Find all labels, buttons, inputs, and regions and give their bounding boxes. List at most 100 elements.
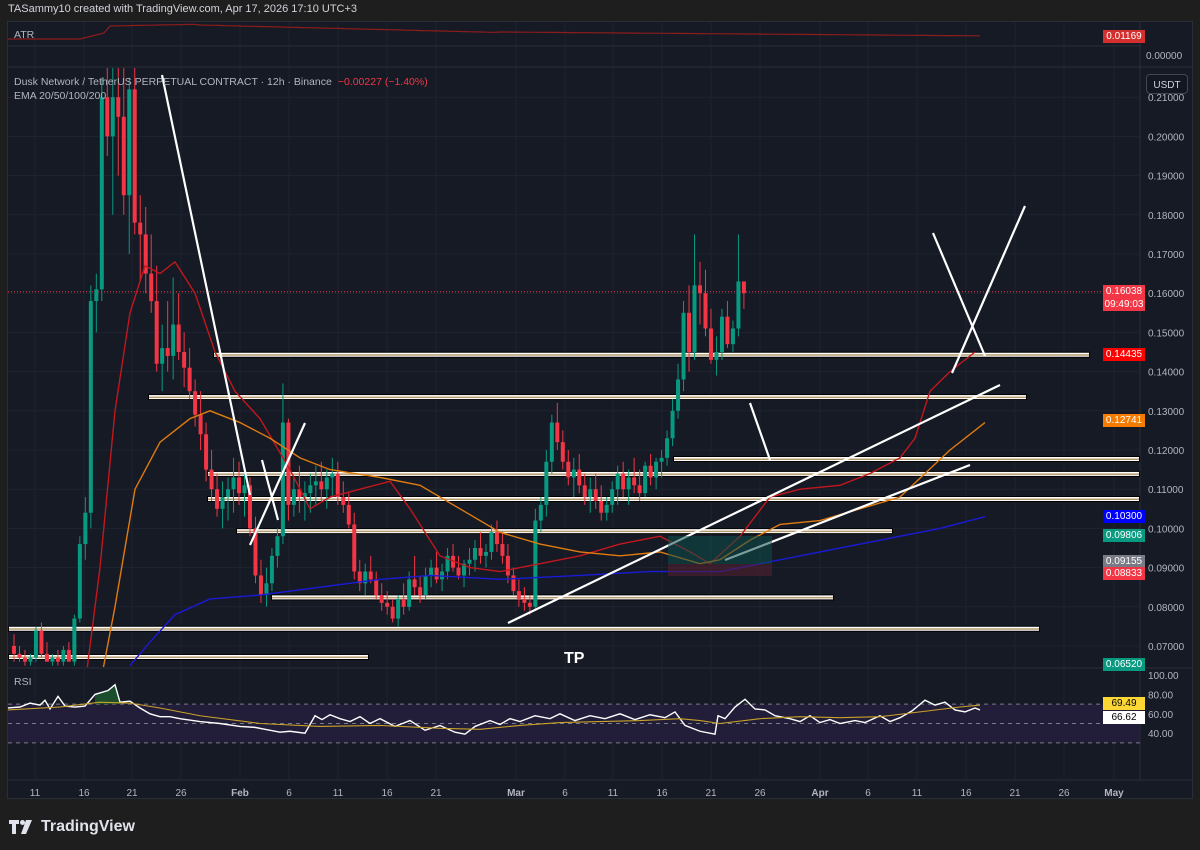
- rsi-overbought-fill: [95, 684, 122, 705]
- time-tick: 26: [1058, 788, 1070, 799]
- trendline[interactable]: [931, 232, 987, 357]
- time-tick: 26: [754, 788, 766, 799]
- time-tick: 11: [333, 788, 344, 799]
- price-tick: 0.07000: [1148, 642, 1185, 653]
- price-tick: 0.15000: [1148, 328, 1185, 339]
- candle: [171, 324, 176, 356]
- price-tick: 0.14000: [1148, 368, 1185, 379]
- candle: [533, 520, 538, 607]
- candle: [22, 657, 27, 662]
- time-tick: 16: [656, 788, 668, 799]
- candle: [456, 567, 461, 576]
- candle: [286, 422, 291, 505]
- candle: [105, 97, 110, 137]
- candle: [648, 465, 653, 478]
- candle: [692, 285, 697, 352]
- symbol-legend[interactable]: Dusk Network / TetherUS PERPETUAL CONTRA…: [14, 76, 428, 88]
- candle: [264, 583, 269, 596]
- time-tick: 6: [865, 788, 871, 799]
- trendline[interactable]: [248, 422, 307, 546]
- candle: [198, 414, 203, 435]
- candle: [116, 97, 121, 117]
- candle: [418, 587, 423, 596]
- candle: [220, 497, 225, 509]
- candle: [434, 567, 439, 580]
- candle: [242, 485, 247, 494]
- time-tick: Feb: [231, 788, 249, 799]
- price-tag: 0.09155: [1103, 554, 1145, 568]
- candle: [615, 473, 620, 490]
- candle: [412, 579, 417, 588]
- candle: [127, 89, 132, 196]
- candle: [12, 646, 16, 654]
- candle: [275, 536, 280, 556]
- price-change: −0.00227 (−1.40%): [337, 76, 428, 88]
- candle: [725, 316, 730, 345]
- candle: [599, 500, 604, 513]
- candle: [401, 598, 406, 607]
- candle: [280, 422, 285, 537]
- candle: [582, 485, 587, 498]
- candle: [511, 575, 516, 592]
- candle: [451, 555, 456, 568]
- rsi-tick: 80.00: [1148, 690, 1173, 701]
- trendline[interactable]: [507, 384, 1001, 624]
- candle: [489, 532, 494, 552]
- price-tick: 0.19000: [1148, 172, 1185, 183]
- time-tick: 11: [30, 788, 41, 799]
- long-position-loss-zone: [668, 564, 772, 576]
- time-tick: Mar: [507, 788, 525, 799]
- trendline[interactable]: [260, 459, 280, 521]
- trendline[interactable]: [950, 205, 1027, 374]
- candle: [330, 473, 335, 478]
- candle: [247, 485, 252, 529]
- candle: [187, 367, 192, 392]
- rsi-tick: 100.00: [1148, 671, 1179, 682]
- candle: [44, 653, 49, 662]
- rsi-label: RSI: [14, 676, 32, 688]
- rsi-band: [8, 704, 1140, 743]
- chart-frame: [7, 21, 1193, 799]
- candle: [445, 555, 450, 572]
- candle: [346, 504, 351, 525]
- ema-indicator-legend[interactable]: EMA 20/50/100/200: [14, 90, 107, 102]
- candle: [368, 571, 373, 580]
- trendline[interactable]: [160, 74, 252, 496]
- candle: [165, 348, 170, 356]
- price-tag: 0.12741: [1103, 413, 1145, 427]
- candle: [538, 504, 543, 521]
- candle: [730, 328, 735, 345]
- currency-button[interactable]: USDT: [1146, 74, 1188, 94]
- tradingview-logo[interactable]: TradingView: [9, 818, 135, 836]
- candle: [132, 89, 137, 223]
- candle: [703, 293, 708, 329]
- atr-label: ATR: [14, 29, 35, 41]
- candle: [77, 544, 82, 619]
- candle: [593, 489, 598, 501]
- candle: [588, 489, 593, 498]
- rsi-value-tag: 66.62: [1103, 711, 1145, 724]
- price-tick: 0.21000: [1148, 93, 1185, 104]
- long-position-profit-zone: [668, 536, 772, 564]
- candle: [154, 301, 159, 364]
- candle: [407, 579, 412, 607]
- chart-author-header: TASammy10 created with TradingView.com, …: [8, 3, 358, 15]
- candle: [698, 285, 702, 294]
- candle: [335, 473, 340, 498]
- time-tick: 6: [562, 788, 568, 799]
- candle: [654, 461, 659, 478]
- candle: [231, 477, 236, 490]
- candle: [708, 328, 713, 360]
- candle: [549, 422, 554, 462]
- candle: [72, 618, 77, 662]
- candle: [610, 489, 615, 505]
- time-tick: 21: [705, 788, 717, 799]
- price-tick: 0.12000: [1148, 446, 1185, 457]
- candle: [33, 630, 38, 658]
- candle: [297, 489, 302, 498]
- candle: [66, 649, 71, 662]
- price-tick: 0.08000: [1148, 603, 1185, 614]
- trendline[interactable]: [748, 402, 772, 461]
- candle: [621, 473, 626, 490]
